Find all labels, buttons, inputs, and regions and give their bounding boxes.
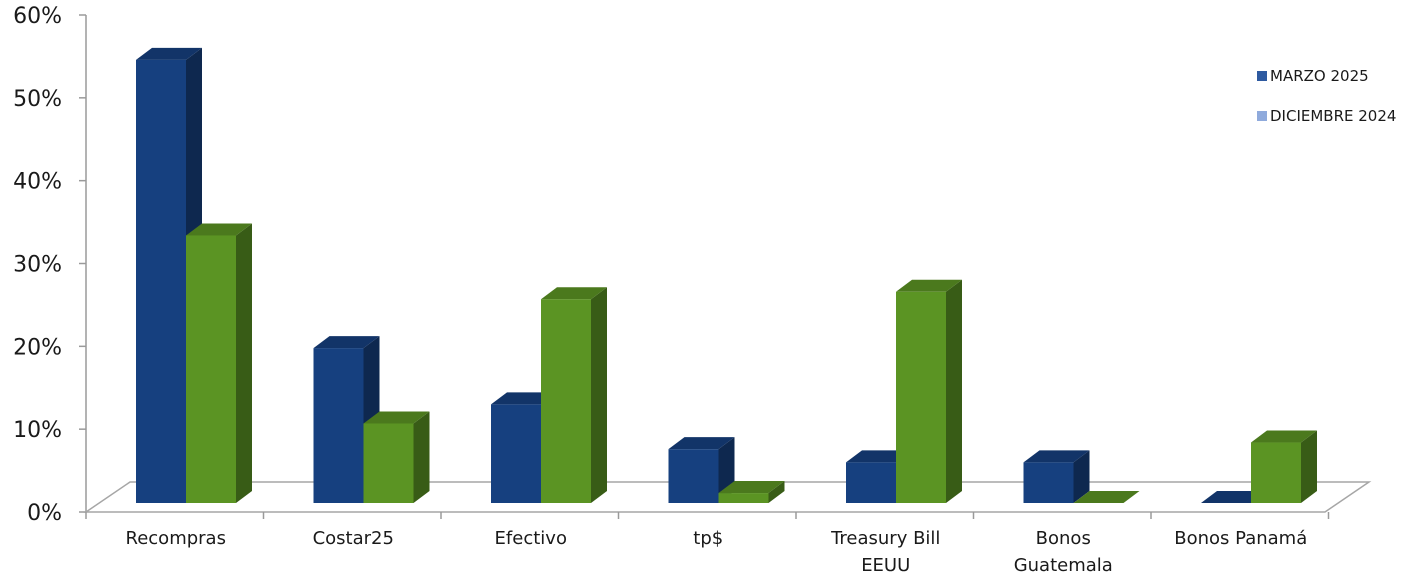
bar-front bbox=[718, 493, 769, 503]
x-tick-label: Recompras bbox=[126, 528, 226, 549]
bar-front bbox=[136, 59, 186, 503]
x-tick-label: Efectivo bbox=[495, 528, 567, 549]
x-tick-label: Costar25 bbox=[313, 528, 394, 549]
bar bbox=[541, 287, 607, 503]
x-tick-label: Guatemala bbox=[1014, 555, 1113, 576]
bar-top bbox=[718, 481, 785, 494]
bar-top bbox=[491, 392, 557, 405]
bar-top bbox=[313, 336, 380, 349]
bar-top bbox=[896, 279, 962, 292]
bar bbox=[1073, 491, 1140, 503]
bar bbox=[668, 437, 735, 503]
legend-marker bbox=[1257, 71, 1267, 81]
bar-side bbox=[413, 411, 430, 503]
bar-front bbox=[846, 462, 896, 503]
bar-front bbox=[313, 348, 364, 503]
bar bbox=[363, 411, 430, 503]
x-tick-label: EEUU bbox=[861, 555, 910, 576]
bar bbox=[1023, 450, 1090, 503]
legend-marker bbox=[1257, 111, 1267, 121]
bar-top bbox=[846, 450, 912, 463]
bar-top bbox=[668, 437, 735, 450]
x-tick-label: Bonos Panamá bbox=[1174, 528, 1307, 549]
bar-side bbox=[1301, 430, 1317, 503]
bar-top bbox=[136, 47, 202, 60]
bar-front bbox=[541, 299, 591, 503]
bar-front bbox=[186, 235, 236, 503]
bar-top bbox=[1023, 450, 1090, 463]
bar bbox=[186, 223, 252, 503]
bar-side bbox=[236, 223, 252, 503]
bar bbox=[896, 279, 962, 503]
y-tick-label: 10% bbox=[13, 418, 62, 443]
bar-side bbox=[768, 481, 785, 503]
bar-front bbox=[1251, 442, 1301, 503]
legend-label: MARZO 2025 bbox=[1270, 67, 1369, 85]
x-tick-label: Treasury Bill bbox=[830, 528, 940, 549]
y-tick-label: 60% bbox=[13, 4, 62, 29]
bar bbox=[718, 481, 785, 503]
x-tick-label: Bonos bbox=[1036, 528, 1091, 549]
y-tick-label: 0% bbox=[27, 501, 62, 526]
bar-top bbox=[1201, 491, 1267, 503]
bar-front bbox=[668, 449, 719, 503]
x-tick-label: tp$ bbox=[693, 528, 723, 549]
y-tick-label: 30% bbox=[13, 253, 62, 278]
bar-top bbox=[1073, 491, 1140, 503]
bar-side bbox=[591, 287, 607, 503]
y-tick-label: 40% bbox=[13, 170, 62, 195]
bar-top bbox=[541, 287, 607, 300]
bar-top bbox=[1251, 430, 1317, 443]
bar-front bbox=[491, 404, 541, 503]
bar bbox=[1201, 491, 1267, 503]
bar-front bbox=[896, 291, 946, 503]
bar bbox=[1251, 430, 1317, 503]
y-tick-label: 50% bbox=[13, 87, 62, 112]
bar-side bbox=[946, 279, 962, 503]
legend-label: DICIEMBRE 2024 bbox=[1270, 107, 1396, 125]
bar-side bbox=[1073, 450, 1090, 503]
bar-front bbox=[363, 423, 414, 503]
bar-top bbox=[363, 411, 430, 424]
bar-top bbox=[186, 223, 252, 236]
y-tick-label: 20% bbox=[13, 335, 62, 360]
bar-front bbox=[1023, 462, 1074, 503]
